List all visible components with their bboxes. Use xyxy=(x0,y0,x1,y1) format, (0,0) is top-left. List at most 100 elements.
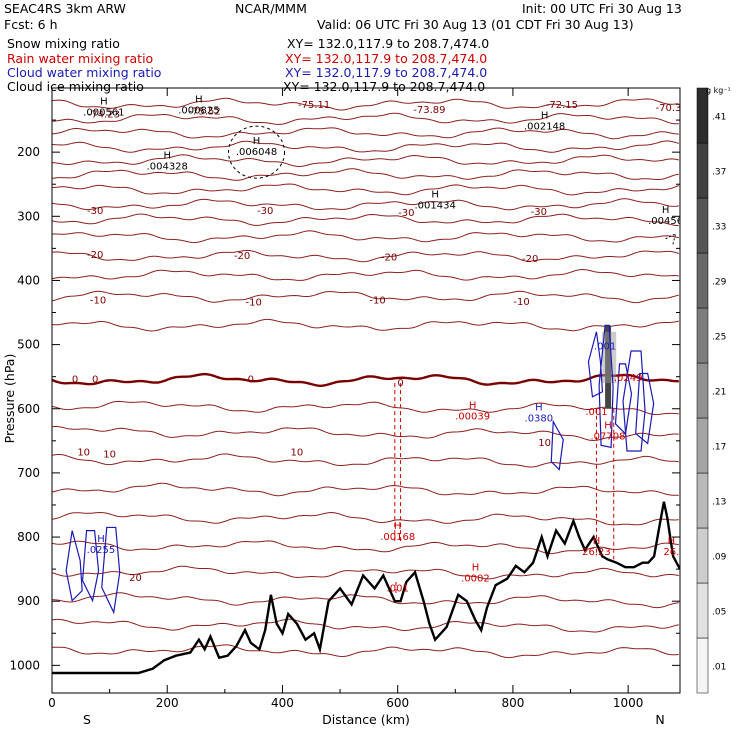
extremum-value: .0380 xyxy=(525,413,554,424)
extremum-value: .001 xyxy=(387,583,409,594)
colorbar-label: .25 xyxy=(712,333,726,343)
plot-area: -74.23 -75.52 -75.11 -73.89 -72.15 -70.3 -30 -3… xyxy=(52,94,683,675)
field-xy-cloud-ice: XY= 132.0,117.9 to 208.7,474.0 xyxy=(283,79,486,94)
snow-contour xyxy=(228,125,286,179)
extremum-value: .00456 xyxy=(648,216,683,227)
isotherm-line xyxy=(52,644,679,659)
x-tick-label: 800 xyxy=(501,696,524,710)
valid-time: Valid: 06 UTC Fri 30 Aug 13 (01 CDT Fri … xyxy=(317,17,634,32)
isotherm-line xyxy=(52,140,679,153)
field-xy-rain: XY= 132.0,117.9 to 208.7,474.0 xyxy=(285,51,488,66)
isotherm-line xyxy=(52,318,679,332)
isotherm-line xyxy=(52,249,679,263)
x-tick-label: 1000 xyxy=(613,696,644,710)
extremum-mark: H xyxy=(394,521,402,532)
x-tick-label: 600 xyxy=(386,696,409,710)
extremum-value: .004328 xyxy=(147,161,188,172)
isotherm-label: -75.52 xyxy=(189,106,221,117)
isotherm-label: 0 xyxy=(72,375,78,386)
colorbar-segment xyxy=(696,527,709,584)
cloud-water-contour xyxy=(614,363,633,436)
terrain-line xyxy=(52,501,680,675)
field-name-cloud-water: Cloud water mixing ratio xyxy=(7,65,162,80)
isotherm-line xyxy=(52,482,679,497)
mid-shading xyxy=(602,331,617,384)
colorbar-segment xyxy=(696,307,709,364)
isotherm-label: 10 xyxy=(538,438,551,449)
y-tick-label: 200 xyxy=(17,145,40,159)
isotherm-label: 20 xyxy=(129,573,142,584)
extremum-value: .0255 xyxy=(87,545,116,556)
isotherm-line xyxy=(52,453,679,468)
colorbar-label: .37 xyxy=(712,168,726,178)
isotherm-label: -10 xyxy=(90,296,106,307)
isotherm-label: -30 xyxy=(531,207,547,218)
isotherm-label: 10 xyxy=(290,448,303,459)
extremum-value: .006048 xyxy=(236,147,277,158)
isotherm-label: -30 xyxy=(257,206,273,217)
isotherm-line xyxy=(52,112,679,125)
extremum-value: .000825 xyxy=(178,105,219,116)
extremum-value: .001 xyxy=(585,407,607,418)
isotherm-label: -75.11 xyxy=(298,100,330,111)
isotherm-label: -30 xyxy=(398,208,414,219)
field-name-cloud-ice: Cloud ice mixing ratio xyxy=(7,79,144,94)
cloud-water-contour xyxy=(65,530,83,602)
isotherm-label: -10 xyxy=(245,298,261,309)
isotherm-line xyxy=(52,511,679,526)
colorbar-unit: g kg⁻¹ xyxy=(706,86,731,95)
isotherm-line xyxy=(52,400,679,416)
extremum-mark: H xyxy=(253,136,261,147)
forecast-hour: Fcst: 6 h xyxy=(4,17,58,32)
extremum-value: .0249 xyxy=(614,373,643,384)
colorbar-segment xyxy=(696,197,709,254)
colorbar-segment xyxy=(696,87,709,144)
isotherm-line xyxy=(52,127,679,140)
extremum-value: .0002 xyxy=(461,574,490,585)
isotherm-line xyxy=(52,565,679,580)
extremum-mark: H xyxy=(541,110,549,121)
isotherm-line xyxy=(52,213,679,226)
extremum-mark: H xyxy=(195,94,203,105)
extremum-value: 26.23 xyxy=(582,547,611,558)
isotherm-line xyxy=(52,154,679,168)
isotherm-label: -20 xyxy=(87,250,103,261)
y-tick-label: 1000 xyxy=(9,658,40,672)
isotherm-label: -20 xyxy=(234,251,250,262)
cloud-water-contour xyxy=(635,372,655,445)
isotherm-label: -20 xyxy=(522,254,538,265)
isotherm-line xyxy=(52,183,679,196)
extremum-mark: H xyxy=(604,420,612,431)
isotherm-line xyxy=(52,618,679,633)
isotherm-line xyxy=(52,592,679,609)
isotherm-label: 10 xyxy=(103,450,116,461)
isotherm-label: -70.3 xyxy=(656,103,682,114)
extremum-mark: H xyxy=(469,400,477,411)
colorbar-segment xyxy=(696,472,709,529)
colorbar-label: .01 xyxy=(712,663,726,673)
x-tick-label: 200 xyxy=(156,696,179,710)
isotherm-label: -30 xyxy=(87,206,103,217)
extremum-value: .00168 xyxy=(380,532,415,543)
colorbar-label: .41 xyxy=(712,113,726,123)
isotherm-line xyxy=(52,97,679,111)
y-axis-title: Pressure (hPa) xyxy=(2,354,17,444)
extremum-mark: H xyxy=(668,536,676,547)
isotherm-label: -72.15 xyxy=(546,100,578,111)
cloud-water-contour xyxy=(598,324,614,449)
extremum-mark: H xyxy=(431,189,439,200)
extremum-mark: H xyxy=(593,536,601,547)
isotherm-label: -10 xyxy=(369,296,385,307)
init-time: Init: 00 UTC Fri 30 Aug 13 xyxy=(522,1,682,16)
field-name-rain: Rain water mixing ratio xyxy=(7,51,154,66)
extremum-mark: H xyxy=(472,563,480,574)
y-tick-label: 500 xyxy=(17,338,40,352)
isotherm-label: 0 xyxy=(248,375,254,386)
isotherm-line xyxy=(52,230,679,244)
y-tick-label: 800 xyxy=(17,530,40,544)
isotherm-label: 10 xyxy=(77,448,90,459)
extremum-value: 26. xyxy=(663,547,679,558)
extremum-value: .07708 xyxy=(590,431,625,442)
isotherm-line xyxy=(52,290,679,304)
isotherm-line xyxy=(52,372,679,387)
